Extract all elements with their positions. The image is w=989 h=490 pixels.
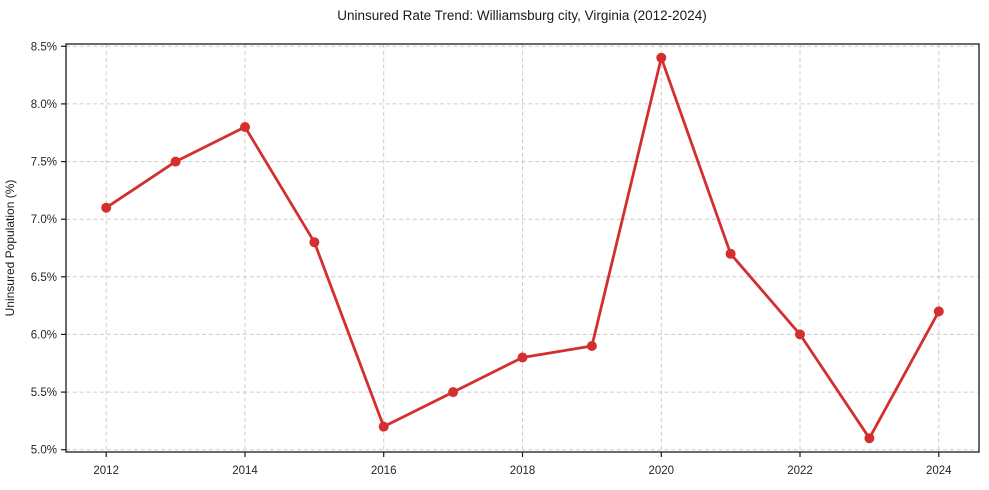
data-point [864, 433, 875, 444]
data-point [448, 387, 459, 398]
x-tick-label: 2018 [510, 465, 536, 477]
data-point [101, 202, 112, 213]
y-tick-label: 5.0% [31, 445, 57, 457]
data-point [309, 237, 320, 248]
x-tick-label: 2024 [926, 465, 952, 477]
data-point [517, 352, 528, 363]
y-tick-label: 6.0% [31, 329, 57, 341]
y-tick-label: 6.5% [31, 272, 57, 284]
x-tick-label: 2016 [371, 465, 397, 477]
data-point [725, 248, 736, 259]
data-point [240, 122, 250, 132]
y-tick-label: 7.5% [31, 157, 57, 169]
data-point [656, 52, 667, 63]
series-layer [101, 52, 944, 444]
y-tick-label: 8.5% [31, 41, 57, 53]
data-point [378, 421, 389, 432]
y-tick-label: 8.0% [31, 99, 57, 111]
y-axis-label: Uninsured Population (%) [3, 180, 17, 317]
data-point [933, 306, 944, 317]
y-tick-label: 5.5% [31, 387, 57, 399]
data-point [795, 329, 805, 340]
x-tick-label: 2020 [649, 465, 675, 477]
data-point [170, 156, 181, 167]
chart-title: Uninsured Rate Trend: Williamsburg city,… [337, 8, 706, 23]
x-tick-label: 2012 [93, 465, 119, 477]
data-point [586, 341, 597, 351]
grid-layer [66, 44, 979, 452]
x-tick-label: 2014 [232, 465, 258, 477]
x-tick-label: 2022 [787, 465, 813, 477]
y-tick-label: 7.0% [31, 214, 57, 226]
axis-layer: 5.0% 5.5% 6.0% 6.5% 7.0% 7.5% 8.0% 8.5% 2012 2014… [31, 41, 980, 477]
